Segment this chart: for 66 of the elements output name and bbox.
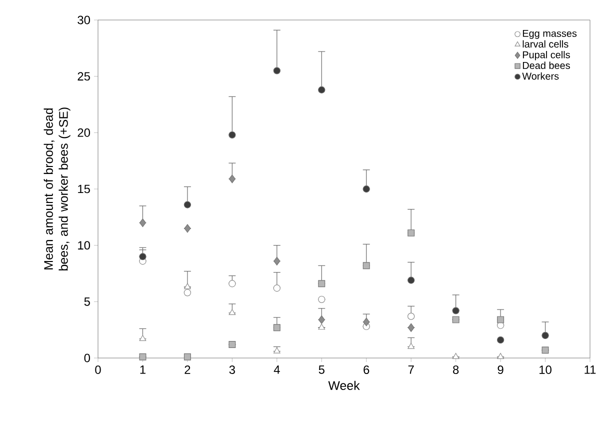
point: [273, 67, 280, 74]
x-tick-label: 9: [498, 366, 504, 374]
y-tick-label: 30: [78, 16, 90, 24]
point: [184, 353, 191, 360]
legend-label: Workers: [522, 72, 559, 80]
point: [497, 352, 504, 359]
legend-label: Pupal cells: [522, 50, 570, 60]
point: [273, 284, 280, 292]
point: [228, 131, 236, 139]
y-axis-title: Mean amount of brood, dead bees, and worker bees (+SE): [44, 108, 70, 270]
x-tick-label: 3: [229, 366, 235, 374]
x-tick-label: 6: [364, 366, 370, 374]
legend-label: Dead bees: [522, 62, 570, 69]
point: [542, 332, 549, 340]
point: [184, 283, 191, 290]
point: [139, 353, 146, 360]
point: [452, 307, 460, 314]
x-tick-label: 5: [318, 366, 324, 374]
legend-label: larval cells: [522, 40, 568, 48]
point: [139, 253, 146, 260]
x-tick-label: 0: [95, 366, 101, 374]
point: [184, 289, 192, 296]
point: [363, 318, 370, 326]
point: [228, 174, 236, 184]
y-tick-label: 10: [78, 241, 90, 250]
point: [228, 309, 236, 316]
point: [408, 342, 414, 349]
point: [408, 323, 414, 332]
x-tick-label: 11: [584, 366, 596, 374]
x-tick-label: 2: [184, 366, 190, 374]
point: [318, 280, 326, 288]
point: [139, 334, 146, 341]
point: [184, 224, 191, 233]
x-tick-label: 10: [540, 366, 552, 374]
point: [228, 340, 236, 348]
point: [452, 352, 460, 359]
point: [318, 315, 325, 324]
y-tick-label: 0: [84, 354, 90, 362]
point: [496, 322, 504, 329]
y-tick-label: 15: [78, 184, 90, 194]
point: [362, 262, 370, 270]
point: [542, 346, 549, 354]
x-tick-label: 8: [453, 366, 459, 374]
point: [362, 185, 370, 193]
point: [139, 218, 146, 228]
x-axis-title: Week: [328, 380, 360, 390]
point: [228, 280, 236, 288]
point: [273, 324, 280, 332]
point: [184, 201, 192, 208]
point: [496, 336, 504, 344]
x-tick-label: 7: [408, 366, 414, 374]
y-tick-label: 25: [78, 72, 90, 81]
y-tick-label: 20: [78, 128, 90, 137]
point: [318, 324, 326, 330]
legend-label: Egg masses: [522, 30, 577, 39]
point: [497, 316, 504, 324]
x-tick-label: 1: [140, 366, 146, 374]
point: [408, 229, 415, 236]
y-tick-label: 5: [84, 298, 90, 306]
point: [318, 296, 326, 303]
point: [318, 86, 326, 94]
point: [274, 256, 280, 266]
point: [452, 316, 460, 324]
x-tick-label: 4: [274, 366, 280, 374]
point: [408, 276, 415, 284]
point: [408, 312, 415, 320]
